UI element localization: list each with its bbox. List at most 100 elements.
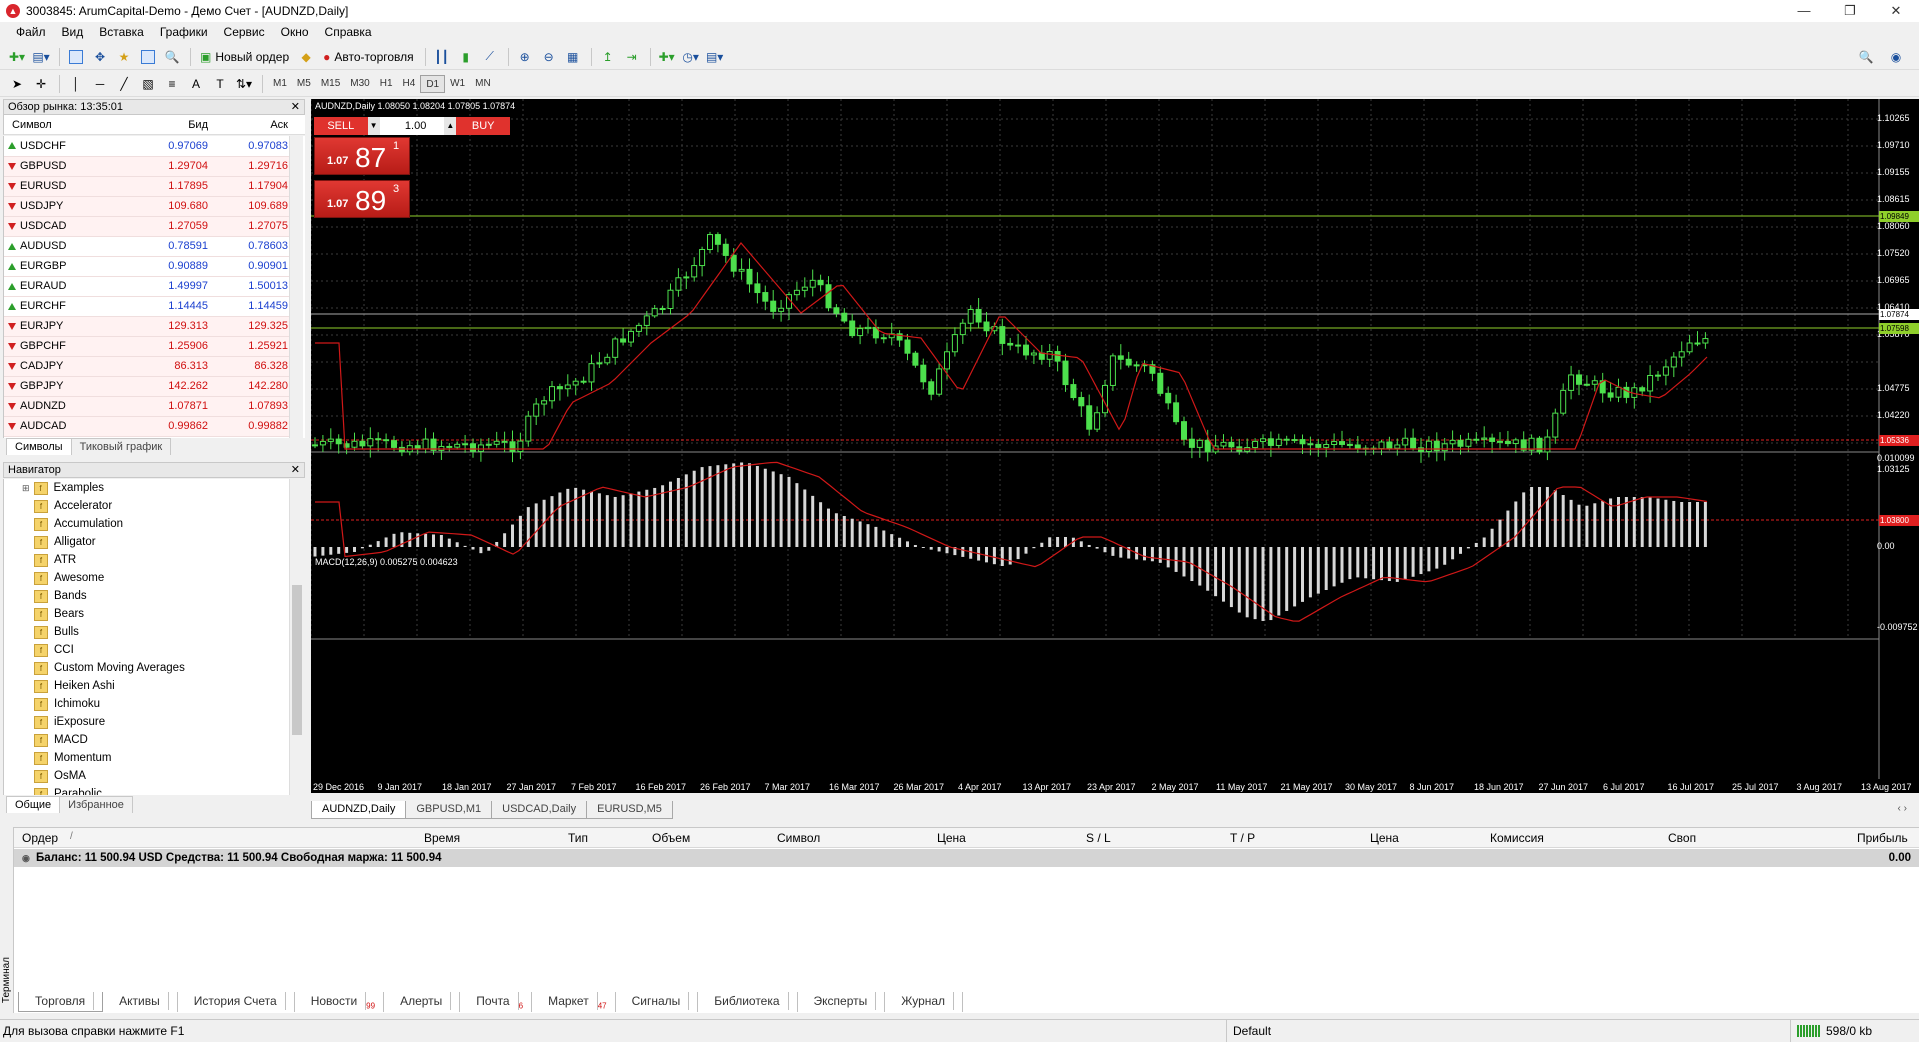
close-market-watch-icon[interactable]: ✕ [290,101,300,113]
timeframe-h4[interactable]: H4 [402,77,416,89]
navigator-item[interactable]: f iExposure [34,713,303,731]
navigator-item[interactable]: f Awesome [34,569,303,587]
timeframe-mn[interactable]: MN [475,77,491,89]
tab-favorites[interactable]: Избранное [59,796,133,813]
market-watch-row[interactable]: USDCAD 1.27059 1.27075 [4,216,294,237]
channel-icon[interactable]: ▧ [142,76,154,91]
text-label-icon[interactable]: T [216,76,224,91]
navigator-item[interactable]: f Heiken Ashi [34,677,303,695]
col-commission[interactable]: Комиссия [1490,831,1544,845]
timeframe-d1[interactable]: D1 [420,74,446,93]
market-watch-row[interactable]: USDJPY 109.680 109.689 [4,196,294,217]
data-window-icon[interactable]: ✥ [94,49,106,64]
expand-icon[interactable]: ⊞ [22,482,30,493]
market-watch-row[interactable]: AUDCAD 0.99862 0.99882 [4,416,294,437]
tile-windows-icon[interactable]: ▦ [566,49,579,64]
terminal-tab[interactable]: Журнал [885,992,964,1012]
chart-tab-audnzd[interactable]: AUDNZD,Daily [311,801,407,819]
indicators-icon[interactable]: ✚▾ [658,49,675,64]
search-icon[interactable]: 🔍 [1858,49,1874,64]
market-watch-row[interactable]: EURAUD 1.49997 1.50013 [4,276,294,297]
col-volume[interactable]: Объем [652,831,691,845]
market-watch-row[interactable]: EURJPY 129.313 129.325 [4,316,294,337]
terminal-toggle-icon[interactable] [137,47,159,67]
terminal-tab[interactable]: Эксперты [798,992,886,1012]
chart-tab-gbpusd[interactable]: GBPUSD,M1 [405,801,493,819]
line-chart-icon[interactable]: ⟋ [485,49,494,63]
zoom-in-icon[interactable]: ⊕ [519,49,530,64]
menu-file[interactable]: Файл [16,25,46,39]
chart-canvas[interactable] [311,99,1919,793]
navigator-item[interactable]: f Bands [34,587,303,605]
fibonacci-icon[interactable]: ≡ [168,76,176,91]
navigator-item[interactable]: f Ichimoku [34,695,303,713]
arrows-icon[interactable]: ⇅▾ [235,76,253,91]
terminal-tab[interactable]: Активы [103,992,178,1012]
market-watch-row[interactable]: AUDNZD 1.07871 1.07893 [4,396,294,417]
terminal-tab[interactable]: Почта 6 [460,992,533,1012]
market-watch-row[interactable]: CADJPY 86.313 86.328 [4,356,294,377]
new-order-button[interactable]: ▣ Новый ордер [200,49,290,64]
col-price[interactable]: Цена [937,831,966,845]
timeframe-m15[interactable]: M15 [320,77,341,89]
menu-view[interactable]: Вид [61,25,84,39]
chart-tab-eurusd[interactable]: EURUSD,M5 [586,801,673,819]
templates-icon[interactable]: ▤▾ [705,49,724,64]
chart-tab-usdcad[interactable]: USDCAD,Daily [491,801,588,819]
vertical-line-icon[interactable]: │ [72,76,80,91]
market-watch-row[interactable]: EURGBP 0.90889 0.90901 [4,256,294,277]
tab-scroll-arrows-icon[interactable]: ‹ › [1897,803,1907,814]
periods-icon[interactable]: ◷▾ [682,49,699,64]
terminal-tab[interactable]: Маркет 47 [532,992,616,1012]
status-profile[interactable]: Default [1233,1024,1272,1038]
lot-dropdown-icon[interactable]: ▼ [367,117,380,135]
market-watch-row[interactable]: GBPJPY 142.262 142.280 [4,376,294,397]
col-symbol[interactable]: Символ [12,119,52,131]
balance-row[interactable]: ◉ Баланс: 11 500.94 USD Средства: 11 500… [14,849,1919,867]
profiles-icon[interactable]: ▤▾ [32,49,50,64]
restore-icon[interactable]: ❐ [1844,3,1856,18]
menu-help[interactable]: Справка [324,25,372,39]
terminal-tab[interactable]: Торговля [18,992,104,1012]
buy-quote[interactable]: 1.07 89 3 [314,180,410,218]
navigator-item[interactable]: f MACD [34,731,303,749]
market-watch-row[interactable]: USDCHF 0.97069 0.97083 [4,136,294,157]
timeframe-m1[interactable]: M1 [273,77,287,89]
crosshair-icon[interactable]: ✛ [35,76,47,91]
market-watch-scrollbar[interactable] [289,136,303,438]
market-watch-row[interactable]: GBPCHF 1.25906 1.25921 [4,336,294,357]
tab-symbols[interactable]: Символы [6,438,72,455]
market-watch-row[interactable]: AUDUSD 0.78591 0.78603 [4,236,294,257]
market-watch-row[interactable]: EURUSD 1.17895 1.17904 [4,176,294,197]
menu-insert[interactable]: Вставка [99,25,144,39]
col-sl[interactable]: S / L [1086,831,1111,845]
col-swap[interactable]: Своп [1668,831,1697,845]
zoom-out-icon[interactable]: ⊖ [543,49,554,64]
navigator-item[interactable]: f Parabolic [34,785,303,795]
horizontal-line-icon[interactable]: ─ [95,76,105,91]
buy-button[interactable]: BUY [456,117,510,135]
menu-charts[interactable]: Графики [159,25,208,39]
tab-common[interactable]: Общие [6,796,61,813]
navigator-item[interactable]: ⊞ f Examples [22,481,105,495]
sell-button[interactable]: SELL [314,117,368,135]
terminal-tab[interactable]: Алерты [384,992,461,1012]
col-bid[interactable]: Бид [188,119,208,131]
auto-trading-button[interactable]: ● Авто-торговля [323,49,414,64]
lot-size-input[interactable]: 1.00 [379,117,445,135]
navigator-item[interactable]: f Momentum [34,749,303,767]
close-navigator-icon[interactable]: ✕ [290,464,300,476]
col-symbol[interactable]: Символ [777,831,821,845]
strategy-tester-icon[interactable]: 🔍 [164,49,180,64]
col-order[interactable]: Ордер [22,831,59,845]
menu-tools[interactable]: Сервис [223,25,265,39]
navigator-item[interactable]: f Bulls [34,623,303,641]
terminal-tab[interactable]: Библиотека [698,992,798,1012]
trendline-icon[interactable]: ╱ [120,76,128,91]
close-icon[interactable]: ✕ [1890,3,1902,18]
price-chart[interactable]: AUDNZD,Daily 1.08050 1.08204 1.07805 1.0… [311,99,1919,793]
navigator-toggle-icon[interactable]: ★ [118,49,130,64]
new-chart-icon[interactable]: ✚▾ [8,49,26,64]
autoscroll-icon[interactable]: ↥ [602,49,613,64]
col-price-current[interactable]: Цена [1370,831,1399,845]
